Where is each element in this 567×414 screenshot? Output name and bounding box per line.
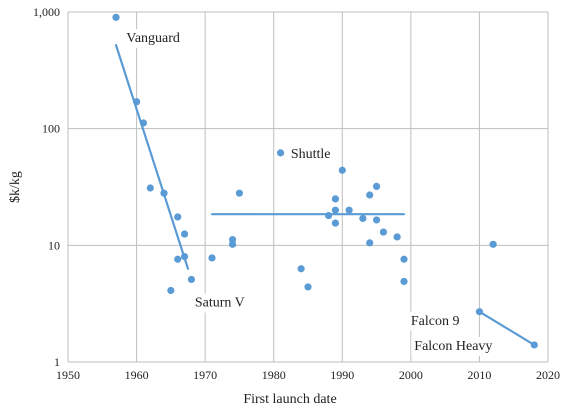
data-point bbox=[180, 253, 189, 261]
annotation-label: Falcon Heavy bbox=[414, 339, 492, 354]
data-point bbox=[475, 308, 484, 316]
annotations: Vanguard Shuttle Saturn V Falcon 9 Falcon He… bbox=[123, 29, 496, 356]
x-tick-label: 1960 bbox=[125, 368, 149, 382]
data-point bbox=[304, 283, 312, 291]
x-tick-label: 1970 bbox=[193, 368, 217, 382]
data-point bbox=[400, 277, 408, 286]
data-point bbox=[530, 341, 538, 349]
data-point bbox=[324, 211, 333, 220]
annotation-label: Falcon 9 bbox=[411, 314, 460, 329]
data-point bbox=[338, 166, 346, 174]
x-axis-label: First launch date bbox=[243, 392, 336, 407]
data-point bbox=[167, 286, 175, 295]
data-point bbox=[174, 255, 182, 263]
annotation-label: Vanguard bbox=[126, 31, 180, 46]
data-points bbox=[112, 13, 538, 349]
data-point bbox=[345, 206, 353, 214]
x-tick-label: 2020 bbox=[536, 368, 560, 382]
data-point bbox=[180, 230, 189, 238]
data-point bbox=[489, 240, 497, 248]
annotation-background bbox=[191, 293, 248, 313]
data-point bbox=[208, 254, 216, 262]
annotation-label: Saturn V bbox=[195, 296, 245, 311]
data-point bbox=[331, 219, 340, 227]
data-point bbox=[400, 255, 408, 263]
data-point bbox=[228, 240, 237, 248]
annotation-background bbox=[123, 29, 183, 49]
data-point bbox=[372, 216, 381, 224]
trend-line bbox=[478, 310, 536, 347]
tick-labels: 1950 1960 1970 1980 1990 2000 2010 2020 1 10 100 1,… bbox=[33, 5, 560, 382]
data-point bbox=[174, 213, 182, 221]
data-point bbox=[132, 98, 141, 106]
data-point bbox=[393, 233, 401, 241]
data-point bbox=[146, 184, 154, 192]
data-point bbox=[372, 182, 381, 190]
data-point bbox=[366, 191, 374, 199]
x-tick-label: 1950 bbox=[56, 368, 80, 382]
data-point bbox=[276, 149, 285, 157]
annotation-background bbox=[407, 311, 463, 331]
data-point bbox=[297, 265, 305, 273]
data-point bbox=[366, 239, 374, 247]
annotation-background bbox=[287, 144, 334, 164]
y-tick-label: 1,000 bbox=[33, 5, 60, 19]
grid bbox=[67, 11, 549, 363]
data-point bbox=[112, 13, 120, 21]
data-point bbox=[379, 228, 388, 236]
trend-lines bbox=[114, 44, 536, 347]
annotation-label: Shuttle bbox=[291, 147, 331, 162]
x-tick-label: 1990 bbox=[330, 368, 354, 382]
annotation-background bbox=[411, 336, 496, 356]
x-tick-label: 2000 bbox=[399, 368, 423, 382]
y-tick-label: 1 bbox=[54, 355, 60, 369]
data-point bbox=[139, 119, 148, 127]
y-axis-label: $k/kg bbox=[8, 171, 23, 203]
y-tick-label: 100 bbox=[42, 122, 60, 136]
data-point bbox=[331, 206, 340, 214]
data-point bbox=[187, 275, 196, 284]
data-point bbox=[235, 189, 244, 197]
trend-line bbox=[114, 44, 190, 270]
data-point bbox=[160, 189, 168, 197]
data-point bbox=[359, 214, 367, 223]
y-tick-label: 10 bbox=[48, 238, 60, 252]
x-tick-label: 2010 bbox=[467, 368, 491, 382]
x-tick-label: 1980 bbox=[262, 368, 286, 382]
data-point bbox=[331, 195, 340, 203]
